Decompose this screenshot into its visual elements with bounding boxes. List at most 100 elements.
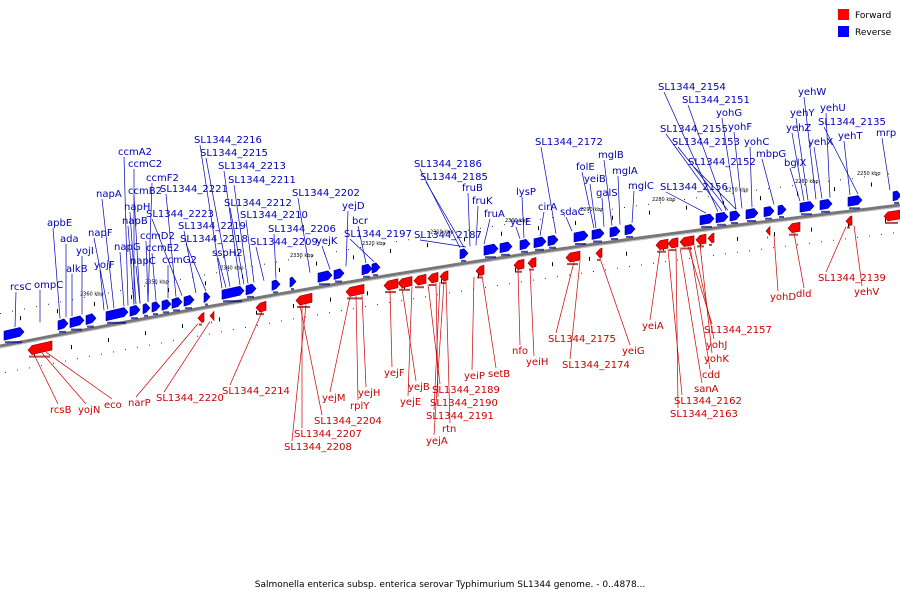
reverse-gene-label[interactable]: SL1344_2154	[658, 82, 726, 93]
forward-gene-label[interactable]: yejE	[400, 397, 421, 408]
reverse-gene-label[interactable]: apbE	[47, 218, 72, 229]
forward-gene-label[interactable]: yejB	[408, 382, 430, 393]
forward-gene-arrow[interactable]	[475, 264, 485, 279]
reverse-gene-label[interactable]: napC	[130, 256, 156, 267]
forward-gene-label[interactable]: SL1344_2208	[284, 442, 352, 453]
forward-gene-label[interactable]: narP	[128, 398, 151, 409]
reverse-gene-arrow[interactable]	[892, 190, 900, 204]
forward-gene-label[interactable]: SL1344_2175	[548, 334, 616, 345]
reverse-gene-label[interactable]: SL1344_2221	[160, 184, 228, 195]
reverse-gene-arrow[interactable]	[819, 198, 833, 213]
reverse-gene-label[interactable]: mglC	[628, 181, 654, 192]
reverse-gene-arrow[interactable]	[499, 241, 513, 256]
forward-gene-label[interactable]: yeiH	[526, 357, 548, 368]
reverse-gene-label[interactable]: SL1344_2218	[180, 234, 248, 245]
forward-gene-label[interactable]: SL1344_2220	[156, 393, 224, 404]
reverse-gene-arrow[interactable]	[777, 204, 787, 218]
reverse-gene-arrow[interactable]	[221, 285, 245, 303]
forward-gene-label[interactable]: SL1344_2191	[426, 411, 494, 422]
forward-gene-arrow[interactable]	[27, 340, 53, 358]
forward-gene-label[interactable]: SL1344_2189	[432, 385, 500, 396]
reverse-gene-label[interactable]: yejD	[342, 201, 365, 212]
forward-gene-arrow[interactable]	[383, 278, 399, 294]
reverse-gene-label[interactable]: SL1344_2211	[228, 175, 296, 186]
reverse-gene-label[interactable]: mglA	[612, 166, 638, 177]
reverse-gene-arrow[interactable]	[609, 226, 621, 240]
forward-gene-label[interactable]: SL1344_2190	[430, 398, 498, 409]
reverse-gene-label[interactable]: SL1344_2172	[535, 137, 603, 148]
forward-gene-arrow[interactable]	[655, 238, 669, 253]
forward-gene-label[interactable]: yohD	[770, 292, 796, 303]
reverse-gene-label[interactable]: fruK	[472, 196, 493, 207]
reverse-gene-arrow[interactable]	[317, 270, 333, 286]
reverse-gene-label[interactable]: napG	[114, 242, 141, 253]
reverse-gene-label[interactable]: SL1344_2223	[146, 209, 214, 220]
reverse-gene-label[interactable]: SL1344_2209	[250, 237, 318, 248]
reverse-gene-label[interactable]: napA	[96, 189, 122, 200]
reverse-gene-label[interactable]: yehX	[808, 137, 833, 148]
reverse-gene-arrow[interactable]	[519, 238, 531, 253]
forward-gene-label[interactable]: yejM	[322, 393, 345, 404]
reverse-gene-label[interactable]: fruA	[484, 209, 505, 220]
forward-gene-arrow[interactable]	[679, 235, 695, 250]
reverse-gene-arrow[interactable]	[624, 224, 636, 238]
reverse-gene-label[interactable]: yeiE	[510, 217, 531, 228]
reverse-gene-label[interactable]: napF	[88, 228, 113, 239]
reverse-gene-arrow[interactable]	[271, 279, 281, 294]
reverse-gene-label[interactable]: SL1344_2151	[682, 95, 750, 106]
forward-gene-label[interactable]: yohJ	[706, 340, 727, 351]
forward-gene-arrow[interactable]	[295, 292, 313, 308]
reverse-gene-label[interactable]: SL1344_2212	[224, 198, 292, 209]
reverse-gene-arrow[interactable]	[459, 248, 469, 262]
reverse-gene-arrow[interactable]	[57, 318, 69, 333]
reverse-gene-label[interactable]: yejK	[316, 236, 338, 247]
forward-gene-label[interactable]: SL1344_2157	[704, 325, 772, 336]
forward-gene-arrow[interactable]	[765, 226, 771, 239]
forward-gene-label[interactable]: sanA	[694, 384, 719, 395]
reverse-gene-label[interactable]: folE	[576, 162, 595, 173]
reverse-gene-label[interactable]: yehT	[838, 131, 863, 142]
reverse-gene-arrow[interactable]	[171, 297, 183, 312]
forward-gene-label[interactable]: eco	[104, 400, 122, 411]
forward-gene-arrow[interactable]	[197, 311, 205, 326]
reverse-gene-label[interactable]: ccmC2	[128, 159, 162, 170]
reverse-gene-label[interactable]: mrp	[876, 128, 896, 139]
reverse-gene-label[interactable]: sdaC	[560, 207, 585, 218]
reverse-gene-label[interactable]: ccmF2	[146, 173, 179, 184]
reverse-gene-label[interactable]: SL1344_2156	[660, 182, 728, 193]
forward-gene-label[interactable]: nfo	[512, 346, 528, 357]
reverse-gene-label[interactable]: ccmA2	[118, 147, 152, 158]
reverse-gene-arrow[interactable]	[591, 228, 605, 243]
forward-gene-label[interactable]: rplY	[350, 401, 370, 412]
reverse-gene-label[interactable]: yojF	[94, 260, 115, 271]
reverse-gene-label[interactable]: napB	[122, 216, 148, 227]
reverse-gene-label[interactable]: SL1344_2219	[178, 221, 246, 232]
reverse-gene-label[interactable]: yehY	[790, 108, 815, 119]
forward-gene-arrow[interactable]	[845, 215, 853, 229]
reverse-gene-arrow[interactable]	[799, 201, 815, 216]
reverse-gene-label[interactable]: ccmE2	[146, 243, 179, 254]
reverse-gene-arrow[interactable]	[715, 211, 729, 226]
reverse-gene-label[interactable]: SL1344_2153	[672, 137, 740, 148]
forward-gene-label[interactable]: dld	[796, 289, 811, 300]
reverse-gene-label[interactable]: yeiB	[584, 174, 606, 185]
reverse-gene-arrow[interactable]	[371, 262, 381, 277]
forward-gene-arrow[interactable]	[413, 273, 427, 289]
reverse-gene-label[interactable]: SL1344_2186	[414, 159, 482, 170]
reverse-gene-label[interactable]: SL1344_2155	[660, 124, 728, 135]
reverse-gene-label[interactable]: SL1344_2135	[818, 117, 886, 128]
reverse-gene-label[interactable]: yohC	[744, 137, 769, 148]
reverse-gene-label[interactable]: SL1344_2202	[292, 188, 360, 199]
reverse-gene-label[interactable]: fruB	[462, 183, 483, 194]
forward-gene-label[interactable]: SL1344_2163	[670, 409, 738, 420]
reverse-gene-label[interactable]: napH	[124, 202, 150, 213]
forward-gene-arrow[interactable]	[209, 310, 215, 324]
reverse-gene-label[interactable]: SL1344_2210	[240, 210, 308, 221]
forward-gene-arrow[interactable]	[787, 221, 801, 236]
forward-gene-arrow[interactable]	[883, 209, 900, 224]
reverse-gene-arrow[interactable]	[105, 307, 129, 324]
forward-gene-label[interactable]: yojN	[78, 405, 100, 416]
forward-gene-label[interactable]: yejA	[426, 436, 448, 447]
reverse-gene-label[interactable]: lysP	[516, 187, 536, 198]
forward-gene-label[interactable]: SL1344_2162	[674, 396, 742, 407]
